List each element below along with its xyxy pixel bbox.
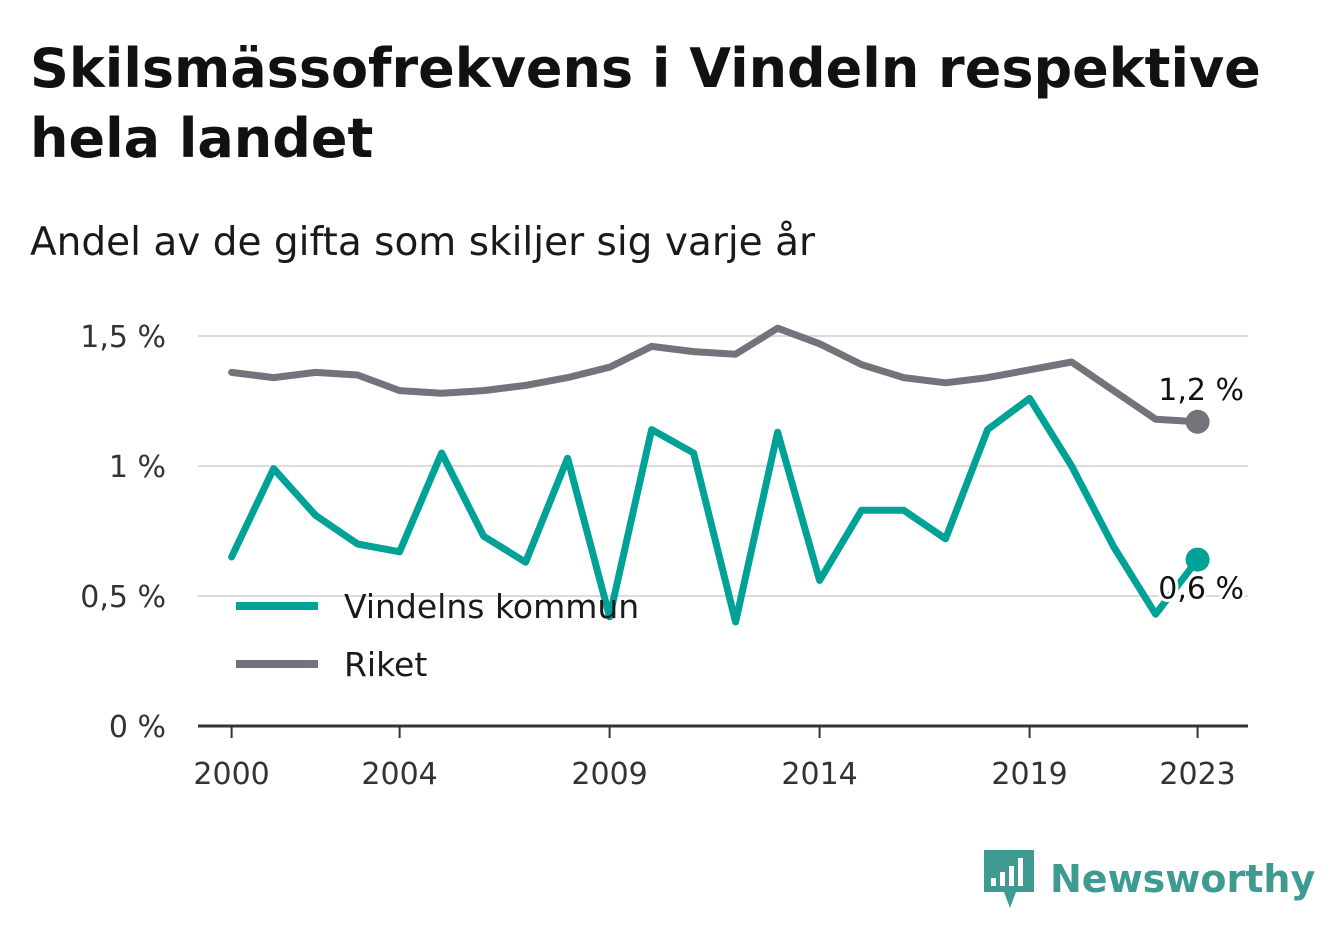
brand-name: Newsworthy bbox=[1050, 857, 1316, 901]
end-point bbox=[1185, 547, 1210, 572]
series-line bbox=[228, 324, 1202, 426]
legend-label: Riket bbox=[344, 645, 427, 684]
end-value-label: 1,2 % bbox=[1158, 373, 1244, 408]
end-labels: 0,6 % 1,2 % bbox=[1155, 370, 1247, 610]
y-tick-label: 0 % bbox=[109, 710, 166, 745]
y-axis-ticks: 0 % 0,5 % 1 % 1,5 % bbox=[80, 320, 166, 745]
x-tick-label: 2019 bbox=[991, 757, 1067, 792]
chart-subtitle: Andel av de gifta som skiljer sig varje … bbox=[30, 220, 816, 265]
x-tick-label: 2000 bbox=[193, 757, 269, 792]
legend: Vindelns kommun Riket bbox=[236, 587, 639, 684]
x-tick-label: 2023 bbox=[1159, 757, 1235, 792]
x-axis: 2000 2004 2009 2014 2019 2023 bbox=[193, 724, 1248, 792]
newsworthy-logo-icon bbox=[984, 850, 1034, 908]
x-tick-label: 2004 bbox=[361, 757, 437, 792]
x-tick-label: 2009 bbox=[571, 757, 647, 792]
x-tick-label: 2014 bbox=[781, 757, 857, 792]
legend-label: Vindelns kommun bbox=[344, 587, 639, 626]
chart-title: Skilsmässofrekvens i Vindeln respektive … bbox=[30, 37, 1261, 170]
end-value-label: 0,6 % bbox=[1158, 572, 1244, 607]
y-tick-label: 1,5 % bbox=[80, 320, 166, 355]
newsworthy-brand: Newsworthy bbox=[980, 848, 1315, 910]
y-tick-label: 0,5 % bbox=[80, 580, 166, 615]
series-line bbox=[228, 394, 1202, 626]
series-layer bbox=[228, 324, 1202, 626]
end-point bbox=[1185, 409, 1210, 434]
y-tick-label: 1 % bbox=[109, 450, 166, 485]
